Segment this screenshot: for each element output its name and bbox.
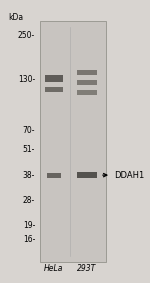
Text: 38-: 38- xyxy=(23,171,35,180)
Text: 293T: 293T xyxy=(77,264,96,273)
Bar xyxy=(45,87,63,92)
Text: 28-: 28- xyxy=(23,196,35,205)
Bar xyxy=(40,21,106,262)
Text: 51-: 51- xyxy=(23,145,35,155)
Text: 130-: 130- xyxy=(18,75,35,84)
Text: HeLa: HeLa xyxy=(44,264,63,273)
Text: 250-: 250- xyxy=(18,31,35,40)
Text: kDa: kDa xyxy=(8,13,23,22)
Bar xyxy=(77,80,97,85)
Bar xyxy=(77,70,97,75)
Bar xyxy=(77,90,97,95)
Text: 19-: 19- xyxy=(23,221,35,230)
Bar xyxy=(47,173,61,178)
Text: 70-: 70- xyxy=(23,126,35,135)
Bar xyxy=(45,75,63,82)
Text: 16-: 16- xyxy=(23,235,35,244)
Bar xyxy=(77,172,97,178)
Text: DDAH1: DDAH1 xyxy=(114,171,145,180)
